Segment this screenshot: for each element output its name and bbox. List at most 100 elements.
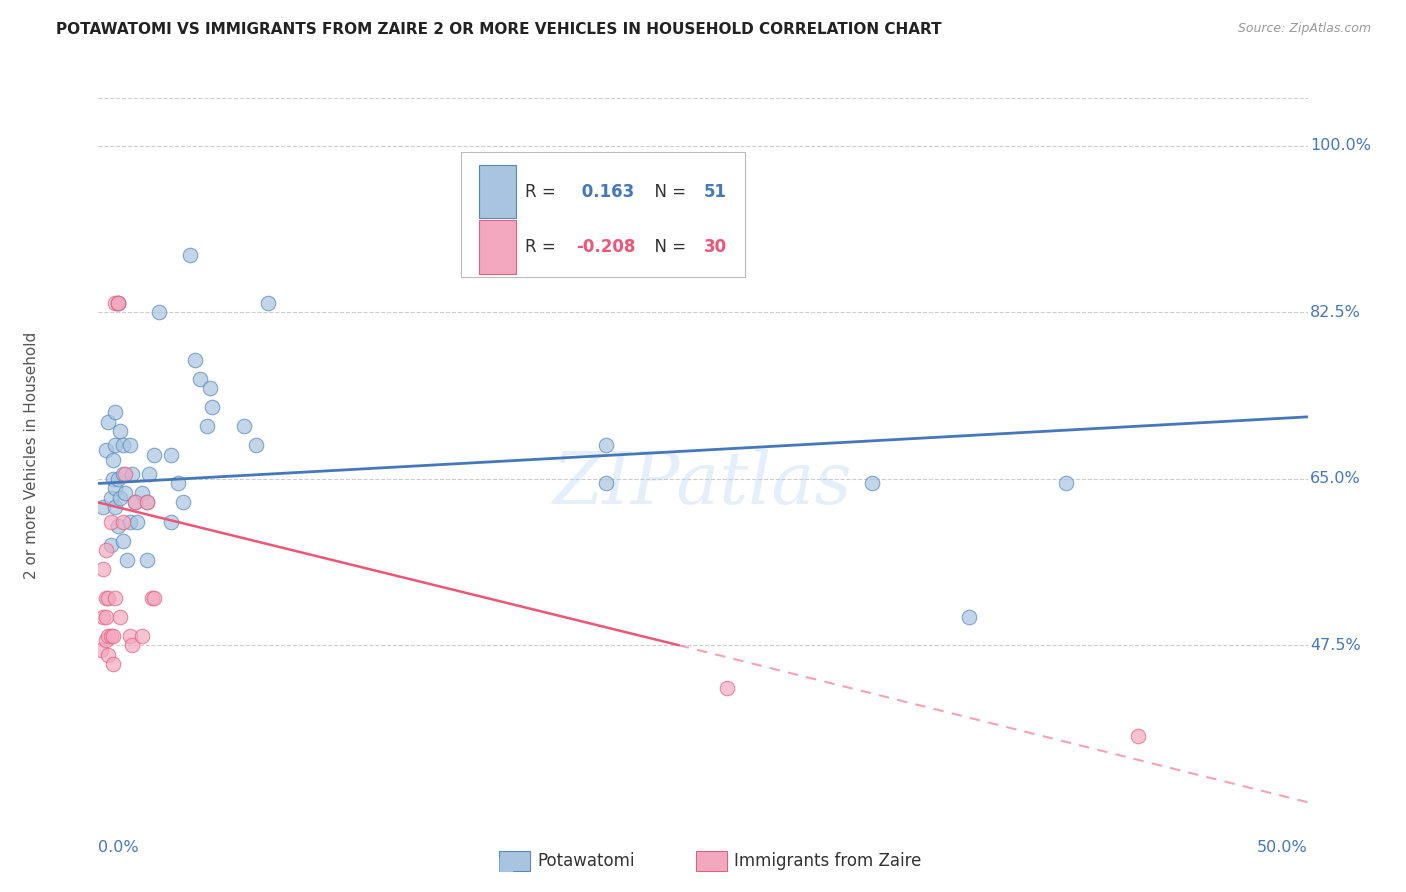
Point (595, 476, 617, 491)
Point (716, 681, 738, 695)
Point (127, 515, 149, 529)
Point (245, 438, 267, 452)
Point (101, 657, 124, 672)
FancyBboxPatch shape (479, 165, 516, 219)
Point (143, 448, 166, 462)
Text: 0.163: 0.163 (576, 183, 634, 201)
Point (232, 419, 254, 434)
Point (100, 538, 122, 552)
Text: 50.0%: 50.0% (1257, 840, 1308, 855)
FancyBboxPatch shape (461, 152, 745, 277)
Point (100, 491, 122, 505)
Point (111, 438, 134, 452)
Point (91, 609, 114, 624)
Point (108, 424, 131, 438)
Point (114, 486, 136, 500)
Point (118, 629, 141, 643)
Point (101, 472, 124, 486)
Text: 2 or more Vehicles in Household: 2 or more Vehicles in Household (24, 331, 39, 579)
Text: 51: 51 (704, 183, 727, 201)
Point (97, 648, 120, 662)
Point (184, 352, 207, 367)
Text: 30: 30 (704, 238, 727, 256)
Point (121, 467, 143, 481)
Text: 0.0%: 0.0% (98, 840, 139, 855)
Point (91, 562, 114, 576)
Text: 65.0%: 65.0% (1310, 471, 1361, 486)
Text: 100.0%: 100.0% (1310, 138, 1371, 153)
Point (107, 295, 129, 310)
Point (188, 372, 211, 386)
Text: Immigrants from Zaire: Immigrants from Zaire (734, 852, 921, 870)
Point (138, 467, 160, 481)
Point (143, 591, 166, 605)
Point (114, 467, 136, 481)
Point (167, 476, 190, 491)
Point (104, 591, 127, 605)
Point (121, 638, 143, 652)
FancyBboxPatch shape (499, 851, 530, 871)
Point (104, 405, 127, 419)
Point (118, 438, 141, 452)
Point (101, 629, 124, 643)
Text: Source: ZipAtlas.com: Source: ZipAtlas.com (1237, 22, 1371, 36)
Point (94, 443, 117, 458)
Text: -0.208: -0.208 (576, 238, 636, 256)
Point (135, 552, 157, 566)
Point (195, 419, 218, 434)
Text: R =: R = (526, 183, 561, 201)
Text: 82.5%: 82.5% (1310, 305, 1361, 319)
Point (94, 633, 117, 648)
Point (131, 486, 153, 500)
FancyBboxPatch shape (479, 220, 516, 274)
Point (104, 481, 127, 495)
Text: ZIPatlas: ZIPatlas (553, 448, 853, 519)
Point (94, 543, 117, 558)
Point (108, 491, 131, 505)
Point (101, 452, 124, 467)
Text: N =: N = (644, 183, 692, 201)
Point (124, 495, 146, 509)
Point (135, 495, 157, 509)
Point (124, 495, 146, 509)
Text: 47.5%: 47.5% (1310, 638, 1361, 653)
Text: POTAWATOMI VS IMMIGRANTS FROM ZAIRE 2 OR MORE VEHICLES IN HOUSEHOLD CORRELATION : POTAWATOMI VS IMMIGRANTS FROM ZAIRE 2 OR… (56, 22, 942, 37)
Point (104, 438, 127, 452)
Point (595, 438, 617, 452)
Point (100, 629, 122, 643)
Point (547, 248, 569, 262)
Text: ▪: ▪ (496, 849, 516, 878)
FancyBboxPatch shape (696, 851, 727, 871)
Point (118, 515, 141, 529)
Point (94, 609, 117, 624)
Point (97, 591, 120, 605)
Point (160, 448, 183, 462)
Point (131, 629, 153, 643)
Point (1054, 476, 1077, 491)
Point (117, 552, 139, 566)
Text: Potawatomi: Potawatomi (537, 852, 634, 870)
Text: N =: N = (644, 238, 692, 256)
Point (172, 495, 194, 509)
Point (256, 295, 278, 310)
Point (108, 609, 131, 624)
Point (107, 295, 129, 310)
Point (107, 519, 129, 533)
Point (1128, 729, 1150, 743)
Point (135, 495, 157, 509)
Point (160, 515, 183, 529)
Point (104, 295, 127, 310)
Point (107, 295, 129, 310)
Point (148, 305, 170, 319)
Point (107, 472, 129, 486)
Point (97, 629, 120, 643)
Point (97, 415, 120, 429)
Point (201, 401, 224, 415)
Point (179, 248, 201, 262)
Point (100, 515, 122, 529)
Point (104, 500, 127, 515)
Point (111, 515, 134, 529)
Point (90, 643, 112, 657)
Point (91, 500, 114, 515)
Point (860, 476, 883, 491)
